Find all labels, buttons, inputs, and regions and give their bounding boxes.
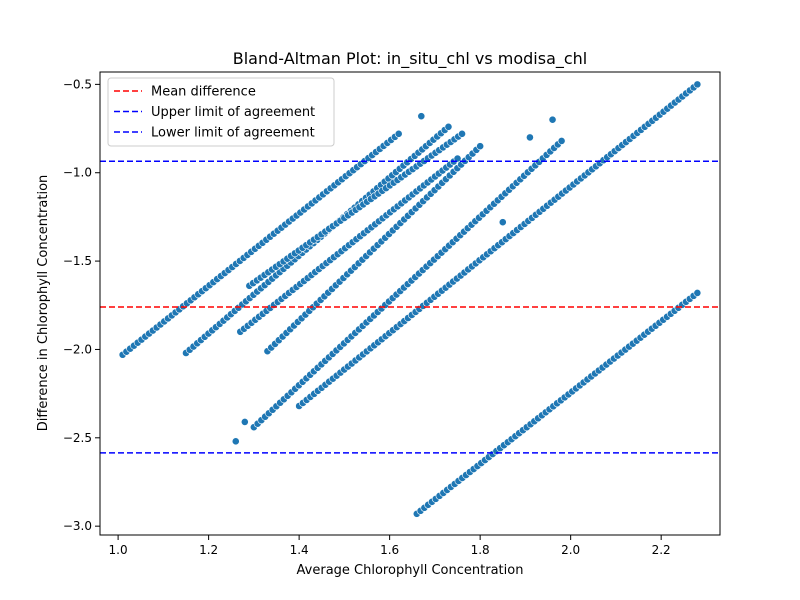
legend: Mean difference Upper limit of agreement L… <box>107 77 335 147</box>
plot-frame <box>99 71 721 536</box>
x-tick-label: 1.8 <box>471 543 490 557</box>
x-tick-label: 2.2 <box>652 543 671 557</box>
y-tick-label: −0.5 <box>63 77 92 91</box>
legend-label: Lower limit of agreement <box>151 126 315 141</box>
scatter-point <box>498 218 507 227</box>
y-axis-ticks: −3.0 −2.5 −2.0 −1.5 −1.0 −0.5 <box>63 77 100 533</box>
scatter-point <box>557 137 566 145</box>
x-tick-label: 1.4 <box>290 543 309 557</box>
x-tick-label: 1.6 <box>380 543 399 557</box>
y-tick-label: −1.5 <box>63 254 92 268</box>
y-axis-label: Difference in Chlorophyll Concentration <box>36 175 51 432</box>
chart-title: Bland-Altman Plot: in_situ_chl vs modisa… <box>233 49 588 69</box>
x-tick-label: 2.0 <box>561 543 580 557</box>
scatter-point <box>693 80 702 89</box>
scatter-point <box>453 154 462 163</box>
legend-box <box>107 77 335 147</box>
reference-lines <box>100 160 720 454</box>
scatter-point <box>231 437 240 446</box>
x-axis-ticks: 1.0 1.2 1.4 1.6 1.8 2.0 2.2 <box>109 535 671 557</box>
scatter-point <box>548 115 557 124</box>
scatter-point <box>476 142 485 151</box>
legend-label: Mean difference <box>151 85 256 100</box>
scatter-point <box>240 417 249 426</box>
x-tick-label: 1.0 <box>109 543 128 557</box>
scatter-point <box>394 129 403 138</box>
x-axis-label: Average Chlorophyll Concentration <box>297 563 524 578</box>
x-tick-label: 1.2 <box>199 543 218 557</box>
y-tick-label: −2.0 <box>63 342 92 356</box>
y-tick-label: −1.0 <box>63 166 92 180</box>
scatter-point <box>458 129 466 138</box>
scatter-point <box>526 133 534 142</box>
scatter-points <box>118 80 702 518</box>
scatter-point <box>693 288 702 297</box>
y-tick-label: −3.0 <box>63 519 92 533</box>
y-tick-label: −2.5 <box>63 431 92 445</box>
legend-label: Upper limit of agreement <box>151 105 315 120</box>
scatter-point <box>417 112 426 121</box>
scatter-point <box>444 122 453 131</box>
